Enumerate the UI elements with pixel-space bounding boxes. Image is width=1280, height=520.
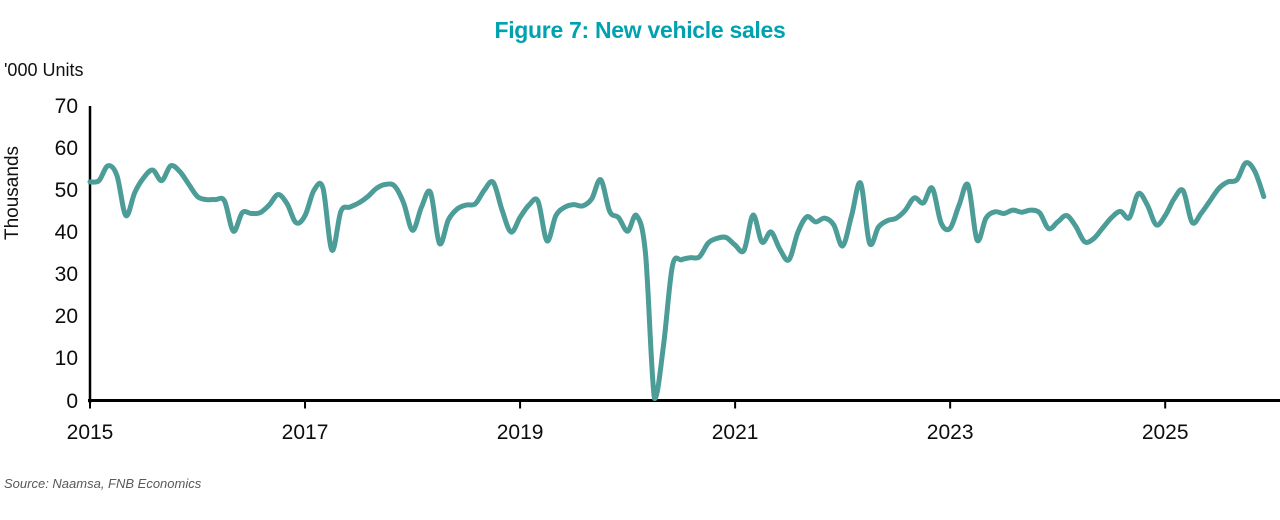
y-axis-tick-label: 70 [54, 94, 78, 118]
x-axis-tick-label: 2017 [281, 421, 329, 444]
y-axis-tick-label: 30 [54, 263, 78, 287]
x-axis-tick-label: 2021 [711, 421, 759, 444]
y-axis-tick-label: 20 [54, 305, 78, 329]
y-axis-tick-label: 40 [54, 220, 78, 244]
x-axis-tick-label: 2019 [496, 421, 544, 444]
y-axis-tick-label: 50 [54, 178, 78, 202]
new-vehicle-sales-line [87, 160, 1267, 402]
x-axis-tick-label: 2023 [926, 421, 974, 444]
source-note: Source: Naamsa, FNB Economics [4, 476, 202, 491]
chart-title: Figure 7: New vehicle sales [494, 17, 786, 43]
y-axis-tick-label: 10 [54, 347, 78, 371]
x-axis-tick-label: 2025 [1141, 421, 1189, 444]
y-axis-tick-label: 0 [66, 389, 78, 413]
units-label: '000 Units [4, 60, 84, 80]
x-axis-tick-label: 2015 [66, 421, 114, 444]
y-axis-tick-label: 60 [54, 136, 78, 160]
